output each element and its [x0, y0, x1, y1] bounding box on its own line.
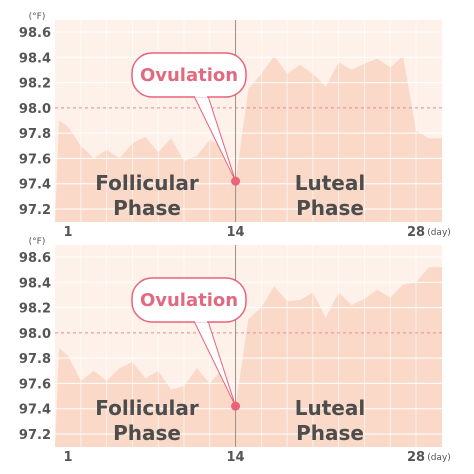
ovulation-label: Ovulation: [140, 65, 238, 86]
luteal-label: Luteal: [295, 396, 365, 420]
y-tick-label: 98.0: [19, 327, 51, 342]
x-tick-label: 14: [227, 225, 245, 240]
ovulation-callout-bubble: [131, 52, 247, 98]
luteal-label: Phase: [296, 421, 364, 445]
x-tick-label: 1: [63, 225, 72, 240]
y-tick-label: 98.0: [19, 102, 51, 117]
temperature-area: [55, 267, 442, 447]
x-tick-label: 1: [63, 450, 72, 465]
ovulation-point: [231, 401, 241, 411]
y-tick-label: 97.8: [19, 127, 51, 142]
follicular-label: Follicular: [95, 171, 199, 195]
temperature-area: [55, 56, 442, 222]
ovulation-point: [231, 176, 241, 186]
y-tick-label: 97.8: [19, 352, 51, 367]
x-tick-label: 28: [407, 225, 425, 240]
y-tick-label: 98.2: [19, 77, 51, 92]
y-tick-label: 98.6: [19, 26, 51, 41]
x-tick-label: 14: [227, 450, 245, 465]
ovulation-callout-bubble: [131, 277, 247, 323]
y-tick-label: 97.4: [19, 178, 51, 193]
y-tick-label: 97.6: [19, 377, 51, 392]
y-tick-label: 98.6: [19, 251, 51, 266]
y-tick-label: 97.4: [19, 403, 51, 418]
y-tick-label: 98.4: [19, 51, 51, 66]
follicular-label: Phase: [113, 196, 181, 220]
y-unit-label: (°F): [29, 12, 46, 22]
follicular-label: Follicular: [95, 396, 199, 420]
y-tick-label: 97.2: [19, 428, 51, 443]
y-tick-label: 97.2: [19, 203, 51, 218]
follicular-label: Phase: [113, 421, 181, 445]
y-tick-label: 98.4: [19, 276, 51, 291]
x-unit-label: (day): [427, 453, 451, 463]
chart-top: 98.6 98.4 98.2 98.0 97.8 97.6 97.4 97.2 (°F) 1 14 2…: [19, 12, 451, 240]
y-tick-label: 97.6: [19, 152, 51, 167]
ovulation-label: Ovulation: [140, 290, 238, 311]
y-unit-label: (°F): [29, 237, 46, 247]
luteal-label: Luteal: [295, 171, 365, 195]
chart-bottom: 98.6 98.4 98.2 98.0 97.8 97.6 97.4 97.2 (°F) 1 14 2…: [19, 237, 451, 465]
x-tick-label: 28: [407, 450, 425, 465]
luteal-label: Phase: [296, 196, 364, 220]
x-unit-label: (day): [427, 228, 451, 238]
y-tick-label: 98.2: [19, 302, 51, 317]
